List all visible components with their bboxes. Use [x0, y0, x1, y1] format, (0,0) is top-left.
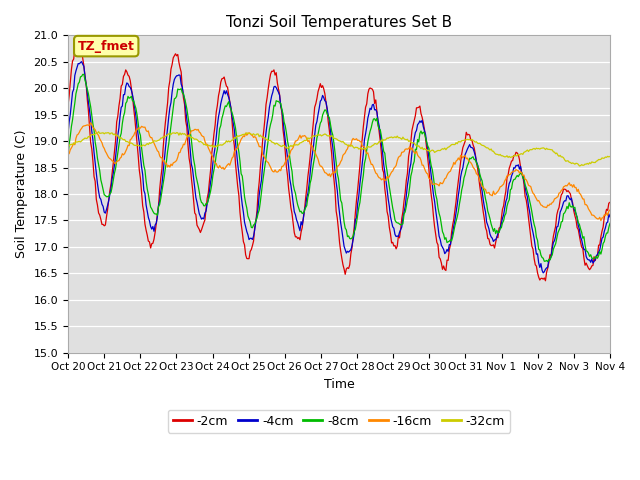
-2cm: [369, 86, 376, 92]
Line: -16cm: -16cm: [68, 123, 610, 221]
-4cm: [540, 270, 547, 276]
X-axis label: Time: Time: [324, 378, 355, 391]
-8cm: [234, 143, 241, 148]
-8cm: [294, 202, 301, 208]
-16cm: [294, 137, 301, 143]
Y-axis label: Soil Temperature (C): Soil Temperature (C): [15, 130, 28, 258]
-2cm: [606, 200, 614, 205]
-32cm: [606, 154, 614, 159]
-16cm: [463, 155, 471, 161]
-32cm: [463, 136, 471, 142]
-2cm: [463, 132, 471, 138]
Line: -2cm: -2cm: [68, 42, 610, 281]
-32cm: [575, 163, 583, 169]
-4cm: [394, 234, 402, 240]
-8cm: [64, 152, 72, 158]
-4cm: [559, 204, 566, 209]
-4cm: [369, 102, 376, 108]
-32cm: [557, 154, 565, 160]
Title: Tonzi Soil Temperatures Set B: Tonzi Soil Temperatures Set B: [226, 15, 452, 30]
-16cm: [394, 155, 402, 160]
-2cm: [294, 236, 301, 241]
-8cm: [559, 218, 566, 224]
Legend: -2cm, -4cm, -8cm, -16cm, -32cm: -2cm, -4cm, -8cm, -16cm, -32cm: [168, 409, 510, 432]
-2cm: [541, 278, 549, 284]
-32cm: [234, 133, 241, 139]
-8cm: [544, 259, 552, 264]
-2cm: [234, 184, 241, 190]
-8cm: [394, 220, 402, 226]
-32cm: [394, 135, 402, 141]
-4cm: [78, 59, 86, 64]
-16cm: [369, 161, 376, 167]
-8cm: [463, 163, 471, 168]
-8cm: [369, 120, 376, 125]
-32cm: [369, 143, 376, 148]
Line: -8cm: -8cm: [68, 74, 610, 262]
-2cm: [559, 191, 566, 196]
-2cm: [64, 102, 72, 108]
Line: -32cm: -32cm: [68, 132, 610, 166]
-4cm: [64, 130, 72, 136]
-8cm: [606, 220, 614, 226]
-16cm: [234, 145, 241, 151]
Text: TZ_fmet: TZ_fmet: [78, 40, 134, 53]
Line: -4cm: -4cm: [68, 61, 610, 273]
-16cm: [606, 207, 614, 213]
-4cm: [234, 161, 241, 167]
-4cm: [606, 214, 614, 220]
-8cm: [79, 72, 86, 77]
-16cm: [597, 218, 605, 224]
-4cm: [294, 220, 301, 226]
-16cm: [87, 120, 95, 126]
-2cm: [74, 39, 82, 45]
-2cm: [394, 233, 402, 239]
-32cm: [294, 142, 301, 148]
-16cm: [64, 151, 72, 157]
-32cm: [95, 129, 102, 134]
-16cm: [557, 188, 565, 193]
-32cm: [64, 141, 72, 147]
-4cm: [463, 146, 471, 152]
